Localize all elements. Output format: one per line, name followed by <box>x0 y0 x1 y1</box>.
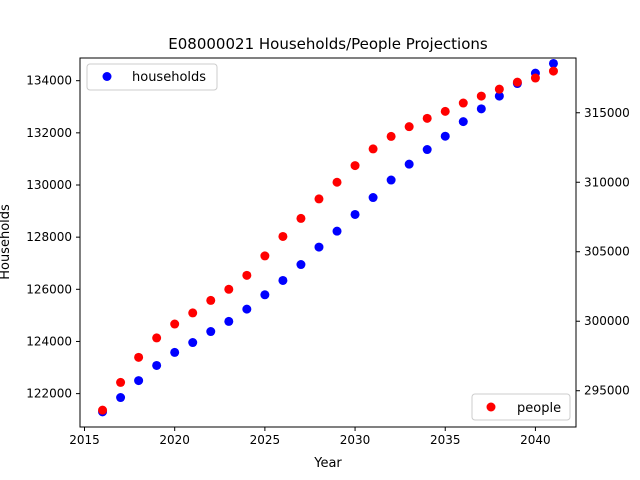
people-point <box>350 161 360 171</box>
people-point <box>458 98 468 108</box>
people-point <box>188 308 198 318</box>
y-tick-label: 124000 <box>26 334 72 348</box>
x-tick-label: 2015 <box>69 433 100 447</box>
people-point <box>530 73 540 83</box>
households-point <box>242 304 252 314</box>
people-point <box>314 194 324 204</box>
households-point <box>422 145 432 155</box>
households-series <box>98 58 558 417</box>
people-point <box>134 352 144 362</box>
households-point <box>404 159 414 169</box>
households-point <box>440 131 450 141</box>
y-tick-label: 130000 <box>26 178 72 192</box>
households-point <box>260 290 270 300</box>
households-point <box>116 393 126 403</box>
people-point <box>548 66 558 76</box>
legend-households-marker <box>102 72 112 81</box>
people-point <box>332 177 342 187</box>
people-point <box>278 231 288 241</box>
people-point <box>476 91 486 101</box>
y-tick-label: 122000 <box>26 387 72 401</box>
households-point <box>170 347 180 357</box>
plot-area <box>80 58 576 427</box>
x-tick-label: 2030 <box>340 433 371 447</box>
people-point <box>260 251 270 261</box>
households-point <box>134 376 144 386</box>
y-axis-right: 295000 300000 305000 310000 315000 <box>576 106 630 398</box>
y2-tick-label: 305000 <box>584 245 630 259</box>
x-tick-label: 2020 <box>159 433 190 447</box>
people-point <box>224 284 234 294</box>
households-point <box>188 338 198 348</box>
legend-people-marker <box>486 402 496 412</box>
households-point <box>368 193 378 203</box>
legend-people-label: people <box>517 401 561 416</box>
households-point <box>296 260 306 270</box>
legend-people: people <box>471 393 571 421</box>
households-point <box>350 209 360 219</box>
households-point <box>494 91 504 101</box>
people-point <box>404 122 414 132</box>
legend-households: households <box>86 63 218 91</box>
y-tick-label: 128000 <box>26 230 72 244</box>
people-point <box>116 377 126 387</box>
people-point <box>386 131 396 141</box>
households-point <box>314 242 324 252</box>
y-tick-label: 134000 <box>26 74 72 88</box>
y-axis-label: Households <box>0 204 13 280</box>
people-point <box>422 113 432 123</box>
legend-households-frame <box>86 63 218 91</box>
y2-tick-label: 310000 <box>584 175 630 189</box>
households-point <box>548 58 558 68</box>
people-point <box>512 77 522 87</box>
y2-tick-label: 300000 <box>584 314 630 328</box>
chart-title: E08000021 Households/People Projections <box>168 35 488 53</box>
households-point <box>476 104 486 114</box>
people-point <box>170 319 180 329</box>
households-point <box>278 275 288 285</box>
plot-frame <box>79 57 577 428</box>
people-point <box>206 295 216 305</box>
y-axis-left: 122000 124000 126000 128000 130000 132000 1340… <box>26 74 80 401</box>
legend-households-label: households <box>132 70 206 85</box>
people-series <box>98 66 558 415</box>
people-point <box>152 333 162 343</box>
y-tick-label: 132000 <box>26 126 72 140</box>
households-point <box>332 226 342 236</box>
x-tick-label: 2025 <box>250 433 281 447</box>
households-point <box>152 360 162 370</box>
x-tick-label: 2040 <box>520 433 551 447</box>
legend-people-frame <box>471 393 571 421</box>
people-point <box>296 213 306 223</box>
people-point <box>440 106 450 116</box>
y2-tick-label: 295000 <box>584 384 630 398</box>
households-point <box>458 117 468 127</box>
people-point <box>494 84 504 94</box>
households-point <box>386 175 396 185</box>
people-point <box>98 405 108 415</box>
x-tick-label: 2035 <box>430 433 461 447</box>
households-point <box>206 327 216 337</box>
households-point <box>224 316 234 326</box>
x-axis: 2015 2020 2025 2030 2035 2040 <box>69 427 551 447</box>
y-tick-label: 126000 <box>26 282 72 296</box>
y2-tick-label: 315000 <box>584 106 630 120</box>
x-axis-label: Year <box>313 456 342 471</box>
people-point <box>368 144 378 154</box>
people-point <box>242 270 252 280</box>
